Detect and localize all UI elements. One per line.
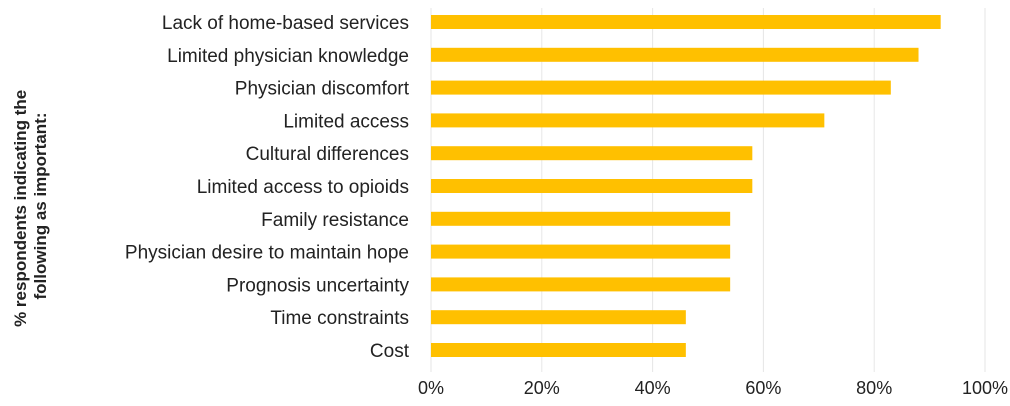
bar: [431, 244, 731, 259]
bar: [431, 15, 941, 29]
bar: [431, 179, 753, 193]
category-label: Cost: [370, 341, 410, 362]
category-label: Prognosis uncertainty: [226, 275, 409, 296]
category-label: Time constraints: [270, 308, 409, 329]
category-labels: Lack of home-based services Limited physi…: [125, 13, 410, 362]
y-axis-title-line-1: % respondents indicating the: [11, 90, 30, 327]
x-tick-labels: 0% 20% 40% 60% 80% 100%: [418, 378, 1008, 398]
y-axis-title: % respondents indicating the following a…: [11, 85, 50, 327]
bars: [431, 15, 941, 357]
y-axis-title-line-2: following as important:: [31, 113, 50, 300]
bar: [431, 277, 731, 292]
x-tick-label: 0%: [418, 378, 444, 398]
category-label: Limited physician knowledge: [167, 46, 409, 67]
x-tick-label: 80%: [856, 378, 892, 398]
category-label: Limited access to opioids: [197, 177, 409, 198]
category-label: Physician desire to maintain hope: [125, 243, 409, 264]
bar: [431, 310, 686, 325]
bar: [431, 113, 825, 128]
x-tick-label: 20%: [524, 378, 560, 398]
x-tick-label: 100%: [962, 378, 1008, 398]
bar: [431, 211, 731, 226]
category-label: Cultural differences: [246, 144, 409, 165]
category-label: Physician discomfort: [235, 79, 410, 100]
bar: [431, 343, 686, 357]
bar: [431, 146, 753, 161]
x-tick-label: 40%: [635, 378, 671, 398]
bar: [431, 80, 891, 95]
category-label: Limited access: [283, 111, 409, 132]
category-label: Family resistance: [261, 210, 409, 231]
bar: [431, 47, 919, 62]
x-tick-label: 60%: [745, 378, 781, 398]
category-label: Lack of home-based services: [162, 13, 409, 34]
